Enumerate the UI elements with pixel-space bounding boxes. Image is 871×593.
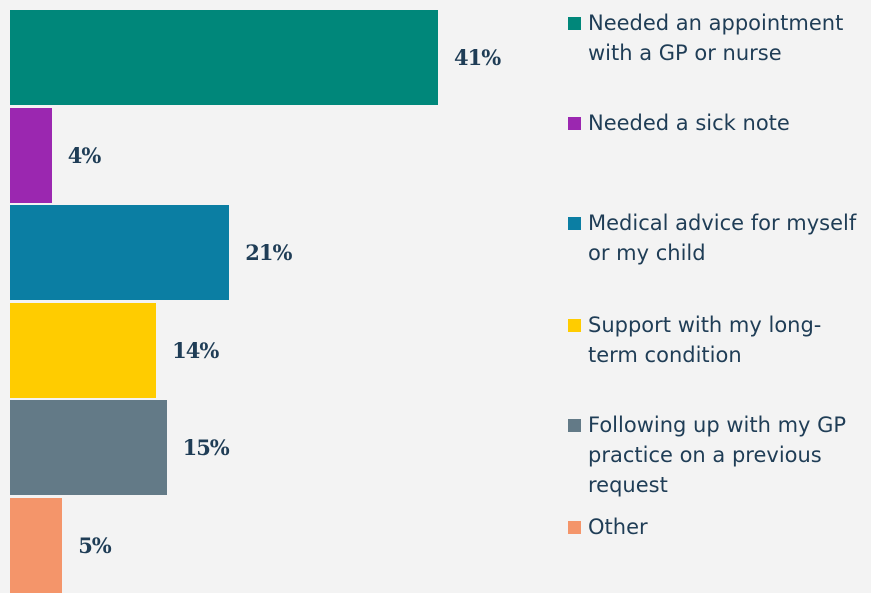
value-label: 14% xyxy=(172,337,219,363)
legend-label: Medical advice for myself or my child xyxy=(588,211,857,265)
value-label: 21% xyxy=(245,240,292,265)
bar xyxy=(10,10,438,105)
bar xyxy=(10,205,230,300)
legend-swatch xyxy=(568,217,581,230)
legend-label: Following up with my GP practice on a pr… xyxy=(588,413,847,497)
value-label: 5% xyxy=(78,532,112,558)
legend-swatch xyxy=(568,419,581,432)
legend-swatch xyxy=(568,17,581,30)
legend-swatch xyxy=(568,319,581,332)
value-label: 15% xyxy=(182,435,230,460)
legend-label: Other xyxy=(588,515,648,539)
legend-item: Needed a sick note xyxy=(568,108,868,138)
legend-item: Other xyxy=(568,512,868,542)
legend-swatch xyxy=(568,117,581,130)
value-label: 41% xyxy=(454,45,501,70)
legend-item: Needed an appointment with a GP or nurse xyxy=(568,8,868,68)
legend-swatch xyxy=(568,521,581,534)
legend-item: Following up with my GP practice on a pr… xyxy=(568,410,868,500)
bar xyxy=(10,400,167,495)
legend-item: Medical advice for myself or my child xyxy=(568,208,868,268)
legend-label: Needed a sick note xyxy=(588,111,790,135)
legend-item: Support with my long-term condition xyxy=(568,310,868,370)
bar xyxy=(10,107,52,203)
bar xyxy=(10,302,157,398)
bar xyxy=(10,497,63,593)
legend-label: Support with my long-term condition xyxy=(588,313,822,367)
value-label: 4% xyxy=(67,142,102,168)
legend-label: Needed an appointment with a GP or nurse xyxy=(588,11,844,65)
